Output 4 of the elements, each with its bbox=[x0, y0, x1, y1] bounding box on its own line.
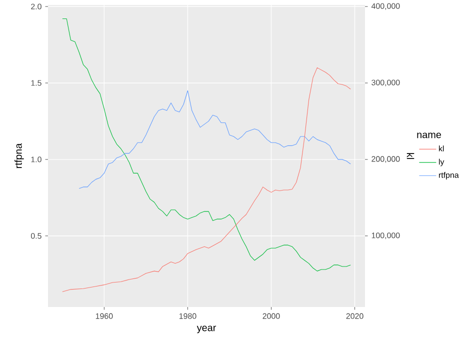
y2-axis-title: kl bbox=[406, 153, 414, 159]
legend-title: name bbox=[417, 132, 442, 138]
x-axis-title: year bbox=[196, 326, 216, 334]
y-axis-title: rtfpna bbox=[14, 143, 24, 168]
